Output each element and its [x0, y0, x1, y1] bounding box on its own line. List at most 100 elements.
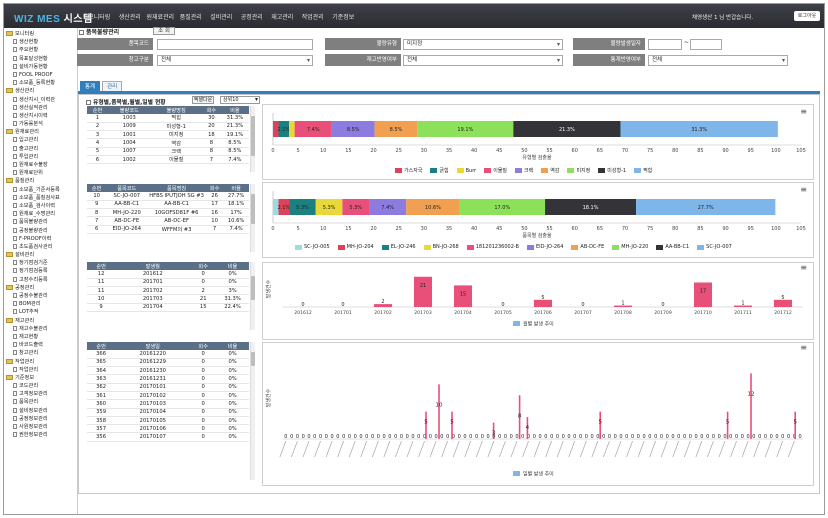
column-header[interactable]: 품목명칭	[147, 184, 206, 192]
chart-menu-icon[interactable]: ≡	[800, 343, 807, 352]
tree-item[interactable]: BOM관리	[4, 300, 77, 308]
tree-item[interactable]: 재고수불관리	[4, 325, 77, 333]
table-row[interactable]: 5 1007 크랙 8 8.5%	[87, 147, 249, 157]
tree-item[interactable]: 공정불량관리	[4, 227, 77, 235]
daily-table-scrollbar[interactable]	[250, 342, 255, 480]
tab-statistics[interactable]: 통계	[80, 81, 101, 91]
column-header[interactable]: 발생월	[115, 262, 191, 270]
menu-item-5[interactable]: 공정관리	[240, 14, 263, 21]
tree-item[interactable]: 원재료단위	[4, 169, 77, 177]
table-row[interactable]: 7 AB-DC-FE AB-DC-EF 10 10.6%	[87, 216, 249, 226]
stock-apply-select[interactable]: 전체	[403, 54, 563, 66]
tree-group[interactable]: 작업관리	[4, 358, 77, 366]
legend-item[interactable]: AB-DC-FE	[571, 244, 604, 250]
tree-item[interactable]: 생산현황	[4, 38, 77, 46]
table-row[interactable]: 8 MH-JO-220 10GOFSD81F #6 16 17%	[87, 208, 249, 218]
excel-download-button[interactable]: 엑셀다운	[192, 96, 214, 104]
table-row[interactable]: 10 SC-JO-007 HFBS IPUTJOH SG #3 26 27.7%	[87, 192, 249, 201]
top-n-select[interactable]: 상위10	[220, 96, 260, 104]
legend-item[interactable]: 크랙	[515, 167, 533, 174]
legend-item[interactable]: EL-JO-246	[381, 244, 416, 250]
column-header[interactable]: 비율	[220, 106, 249, 114]
tree-group[interactable]: 공정관리	[4, 284, 77, 292]
tree-item[interactable]: FOOL PROOF	[4, 71, 77, 79]
menu-item-3[interactable]: 품질관리	[179, 14, 202, 21]
column-header[interactable]: 비율	[216, 342, 249, 350]
tree-group[interactable]: 모니터링	[4, 30, 77, 38]
tree-item[interactable]: 생산지시이력	[4, 112, 77, 120]
item-table-scrollbar[interactable]	[250, 184, 255, 252]
column-header[interactable]: 회수	[190, 342, 217, 350]
legend-item[interactable]: 긁힘	[430, 167, 449, 174]
column-header[interactable]: 발생일	[115, 342, 191, 350]
table-row[interactable]: 364 20161230 0 0%	[87, 366, 249, 376]
app-logo[interactable]: WIZ MES 시스템	[14, 10, 93, 25]
table-row[interactable]: 9 201704 15 22.4%	[87, 303, 249, 313]
tree-item[interactable]: 고객정보관리	[4, 390, 77, 398]
tree-group[interactable]: 재고관리	[4, 317, 77, 325]
tree-item[interactable]: 생산실적관리	[4, 104, 77, 112]
table-row[interactable]: 359 20170104 0 0%	[87, 408, 249, 417]
tree-item[interactable]: 설비가동현황	[4, 63, 77, 71]
chart-menu-icon[interactable]: ≡	[800, 185, 807, 194]
column-header[interactable]: 순번	[87, 106, 109, 114]
defect-type-select[interactable]: 미지정	[403, 38, 563, 50]
defect-table-scrollbar[interactable]	[250, 106, 255, 172]
tree-item[interactable]: 품목관리	[4, 398, 77, 406]
logout-button[interactable]: 로그아웃	[794, 11, 820, 21]
legend-item[interactable]: 찍힘	[634, 167, 652, 174]
tree-item[interactable]: 권한정보관리	[4, 431, 77, 439]
legend-item[interactable]: EID-JO-264	[526, 244, 563, 250]
menu-item-8[interactable]: 기준정보	[332, 14, 355, 21]
scroll-thumb[interactable]	[251, 116, 255, 156]
tree-item[interactable]: 정기점검등록	[4, 267, 77, 275]
legend-item[interactable]: Burr	[456, 167, 476, 174]
warehouse-select[interactable]: 전체	[157, 54, 313, 66]
legend-item[interactable]: 181201236002-B	[466, 244, 519, 250]
table-row[interactable]: 3 1001 미지정 18 19.1%	[87, 130, 249, 140]
tree-group[interactable]: 설비관리	[4, 251, 77, 259]
legend-item[interactable]: 이물질	[484, 167, 507, 174]
legend-item[interactable]: 역감	[541, 167, 559, 174]
menu-item-4[interactable]: 설비관리	[210, 14, 233, 21]
table-row[interactable]: 358 20170105 0 0%	[87, 416, 249, 426]
column-header[interactable]: 회수	[202, 106, 221, 114]
column-header[interactable]: 순번	[87, 342, 116, 350]
stats-apply-select[interactable]: 전체	[648, 54, 788, 66]
legend-item[interactable]: SC-JO-007	[697, 244, 732, 250]
table-row[interactable]: 11 201701 0 0%	[87, 278, 249, 288]
tree-item[interactable]: 원재료수불장	[4, 161, 77, 169]
legend-item[interactable]: AA-BB-C1	[656, 244, 689, 250]
tree-item[interactable]: LOT추적	[4, 308, 77, 316]
tree-item[interactable]: 생산지시_이력관	[4, 96, 77, 104]
tree-item[interactable]: 투입관리	[4, 153, 77, 161]
tree-item[interactable]: 주요현황	[4, 46, 77, 54]
table-row[interactable]: 9 AA-BB-C1 AA-BB-C1 17 18.1%	[87, 200, 249, 210]
tree-item[interactable]: 소모품_기준서등록	[4, 186, 77, 194]
tree-item[interactable]: 공정정보관리	[4, 415, 77, 423]
column-header[interactable]: 순번	[87, 184, 107, 192]
column-header[interactable]: 회수	[190, 262, 217, 270]
tree-item[interactable]: 소모품_검사이력	[4, 202, 77, 210]
monthly-table-scrollbar[interactable]	[250, 262, 255, 330]
column-header[interactable]: 회수	[205, 184, 224, 192]
legend-item[interactable]: 미성형-1	[598, 167, 626, 174]
column-header[interactable]: 불량코드	[108, 106, 151, 114]
column-header[interactable]: 비율	[216, 262, 249, 270]
legend-item[interactable]: 가스자국	[395, 167, 422, 174]
scroll-thumb[interactable]	[251, 194, 255, 224]
column-header[interactable]: 품목코드	[106, 184, 148, 192]
tree-item[interactable]: 공정수불관리	[4, 292, 77, 300]
chart-menu-icon[interactable]: ≡	[800, 263, 807, 272]
table-row[interactable]: 365 20161229 0 0%	[87, 358, 249, 368]
legend-item[interactable]: BN-JO-268	[423, 244, 459, 250]
column-header[interactable]: 불량명칭	[150, 106, 203, 114]
table-row[interactable]: 360 20170103 0 0%	[87, 399, 249, 409]
column-header[interactable]: 순번	[87, 262, 116, 270]
tree-item[interactable]: 재고현황	[4, 333, 77, 341]
tree-item[interactable]: 소모품_품질검사표	[4, 194, 77, 202]
menu-item-7[interactable]: 작업관리	[301, 14, 324, 21]
tree-item[interactable]: 작업관리	[4, 366, 77, 374]
menu-item-0[interactable]: 모니터링	[88, 14, 111, 21]
chart-menu-icon[interactable]: ≡	[800, 107, 807, 116]
